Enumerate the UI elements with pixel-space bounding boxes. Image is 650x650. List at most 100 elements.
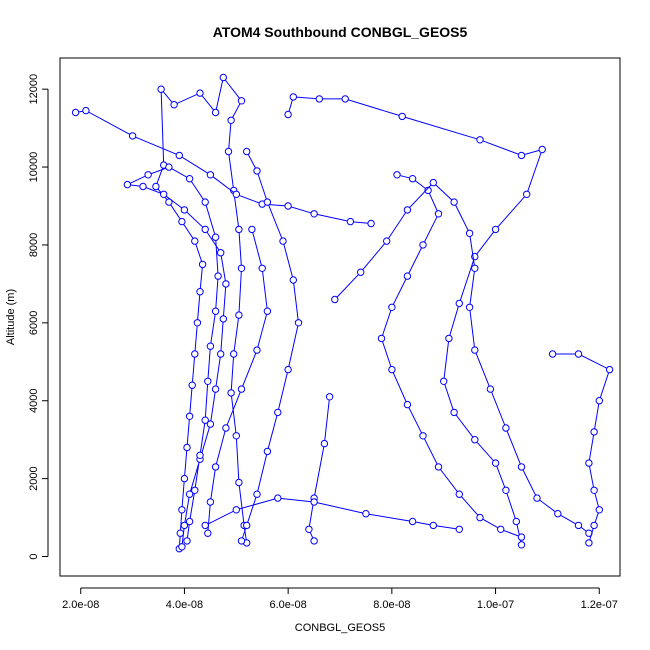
x-tick-label: 6.0e-08	[269, 599, 306, 611]
data-point	[502, 486, 510, 494]
data-point	[398, 112, 406, 121]
data-point	[128, 132, 137, 140]
data-point	[476, 136, 484, 144]
data-point	[585, 539, 593, 547]
data-point	[440, 377, 448, 385]
data-point	[346, 217, 355, 226]
data-point	[424, 186, 432, 195]
data-point	[429, 178, 437, 187]
data-point	[235, 311, 243, 319]
y-tick-label: 0	[28, 553, 40, 559]
data-point	[217, 249, 225, 257]
data-point	[491, 225, 500, 234]
data-point	[554, 510, 562, 518]
data-point	[450, 198, 458, 206]
data-point	[211, 385, 220, 393]
data-point	[178, 217, 186, 226]
data-point	[188, 381, 196, 389]
data-point	[279, 237, 287, 245]
data-point	[331, 295, 339, 304]
data-point	[408, 517, 417, 526]
data-point	[243, 147, 251, 156]
data-point	[185, 412, 194, 420]
data-point	[253, 167, 261, 175]
x-tick-label: 2.0e-08	[62, 599, 99, 611]
data-point	[222, 424, 230, 432]
series-line	[552, 353, 611, 544]
data-point	[211, 233, 220, 241]
data-point	[224, 147, 233, 156]
data-point	[258, 264, 266, 272]
data-point	[595, 397, 603, 405]
data-point	[512, 517, 520, 526]
x-tick-label: 8.0e-08	[373, 599, 410, 611]
data-point	[201, 521, 209, 530]
data-point	[201, 225, 209, 234]
data-point	[590, 428, 598, 436]
series-line	[334, 181, 590, 534]
data-point	[408, 175, 417, 183]
data-point	[429, 521, 437, 530]
data-point	[341, 95, 349, 103]
data-point	[191, 350, 199, 358]
data-point	[211, 307, 220, 315]
data-point	[185, 175, 194, 183]
data-point	[170, 101, 178, 109]
data-point	[310, 210, 318, 218]
x-tick-label: 1.2e-07	[581, 599, 618, 611]
series-line	[287, 96, 543, 545]
data-point	[176, 529, 185, 537]
data-point	[274, 408, 282, 417]
y-tick-label: 12000	[28, 74, 40, 105]
series-line	[75, 110, 372, 224]
data-point	[517, 533, 526, 541]
data-point	[585, 459, 593, 467]
data-point	[533, 494, 541, 502]
data-point	[362, 510, 370, 518]
y-axis-label: Altitude (m)	[5, 289, 17, 345]
data-point	[237, 97, 246, 105]
data-point	[180, 474, 189, 483]
series-layer	[71, 73, 614, 553]
data-point	[263, 447, 272, 456]
data-point	[263, 307, 272, 315]
data-point	[206, 171, 215, 179]
data-point	[517, 463, 526, 471]
data-point	[517, 151, 526, 160]
data-point	[325, 393, 334, 401]
data-point	[471, 264, 479, 272]
y-tick-label: 10000	[28, 152, 40, 183]
data-point	[403, 400, 412, 409]
data-point	[157, 85, 165, 93]
data-point	[471, 346, 479, 354]
data-point	[232, 432, 241, 440]
data-point	[180, 521, 189, 530]
data-point	[445, 334, 453, 343]
data-point	[383, 237, 391, 245]
data-point	[82, 106, 90, 115]
data-point	[502, 424, 510, 432]
data-point	[185, 517, 194, 526]
data-point	[219, 73, 228, 82]
data-point	[574, 350, 583, 358]
data-point	[144, 171, 152, 179]
data-point	[180, 206, 189, 214]
data-point	[175, 151, 184, 160]
data-point	[388, 365, 396, 374]
data-point	[465, 303, 474, 311]
data-point	[71, 108, 80, 117]
data-point	[548, 350, 557, 358]
series-line	[308, 396, 331, 542]
data-point	[455, 525, 463, 533]
data-point	[217, 350, 225, 358]
x-axis: 2.0e-08 4.0e-08 6.0e-08 8.0e-08 1.0e-07 1.2e-…	[62, 587, 618, 611]
data-point	[206, 498, 215, 506]
data-point	[434, 463, 443, 471]
data-point	[219, 315, 228, 323]
data-point	[211, 108, 220, 117]
plot-frame	[59, 57, 621, 577]
data-point	[455, 490, 463, 498]
data-point	[222, 280, 230, 288]
data-point	[178, 543, 186, 551]
